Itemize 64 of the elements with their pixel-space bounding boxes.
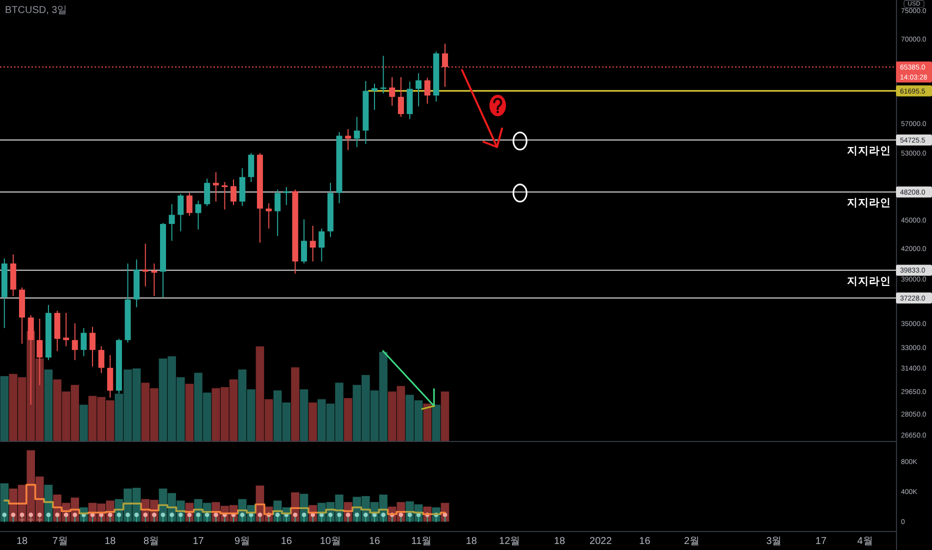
candlestick (80, 328, 87, 357)
x-tick-label: 18 (554, 536, 566, 547)
candlestick (90, 326, 96, 368)
candlestick (372, 83, 378, 110)
candlestick (178, 193, 184, 232)
candlestick (310, 225, 316, 262)
candlestick (72, 322, 78, 361)
candlestick (424, 77, 430, 104)
candlestick (301, 218, 308, 264)
bar (185, 384, 194, 441)
ref-line-label: 지지라인 (846, 275, 891, 288)
candlestick (398, 76, 404, 118)
x-tick-label: 17 (815, 536, 827, 547)
candlestick (274, 189, 281, 237)
bar (423, 404, 432, 441)
x-tick-label: 12월 (499, 536, 520, 547)
candlestick (230, 179, 237, 206)
candlestick (142, 243, 148, 287)
x-tick-label: 2월 (684, 536, 700, 547)
x-tick-label: 10월 (320, 536, 342, 547)
bar (308, 402, 317, 441)
chart-title: BTCUSD, 3일 (5, 5, 68, 16)
x-tick-label: 16 (639, 536, 651, 547)
candlestick (380, 55, 386, 94)
candlestick (389, 76, 396, 106)
candlestick (318, 228, 325, 262)
candlestick (354, 116, 360, 148)
candlestick (212, 172, 219, 202)
x-tick-label: 11월 (411, 536, 432, 547)
bar (291, 367, 300, 441)
candlestick (98, 346, 104, 374)
candlestick (266, 202, 272, 230)
x-tick-label: 7월 (52, 536, 68, 547)
bar (44, 370, 53, 441)
x-tick-label: 17 (192, 536, 204, 547)
bar (80, 404, 88, 441)
candlestick (151, 262, 158, 297)
x-tick-label: 16 (280, 536, 292, 547)
bar (432, 404, 440, 441)
bar (440, 392, 450, 441)
x-tick-label: 3월 (766, 536, 782, 547)
bar (300, 389, 308, 441)
bar (344, 398, 352, 441)
x-tick-label: 8월 (143, 536, 160, 547)
candlestick (248, 152, 254, 183)
candlestick (416, 72, 422, 107)
candlestick (195, 200, 202, 230)
x-tick-label: 18 (104, 536, 116, 547)
candlestick (222, 182, 228, 210)
x-tick-label: 18 (16, 536, 28, 547)
x-tick-label: 9월 (234, 536, 250, 547)
x-tick-label: 16 (368, 536, 381, 547)
bar (0, 483, 9, 522)
x-tick-label: 18 (466, 536, 478, 547)
candlestick (107, 354, 114, 398)
ref-line-label: 지지라인 (846, 145, 891, 158)
candlestick (204, 178, 210, 206)
candlestick (186, 192, 192, 216)
x-tick-label: 4월 (857, 536, 873, 547)
x-tick-label: 2022 (590, 536, 612, 547)
candlestick (168, 204, 175, 242)
bar (0, 376, 9, 441)
candlestick (63, 312, 70, 347)
ref-line-label: 지지라인 (846, 197, 891, 210)
